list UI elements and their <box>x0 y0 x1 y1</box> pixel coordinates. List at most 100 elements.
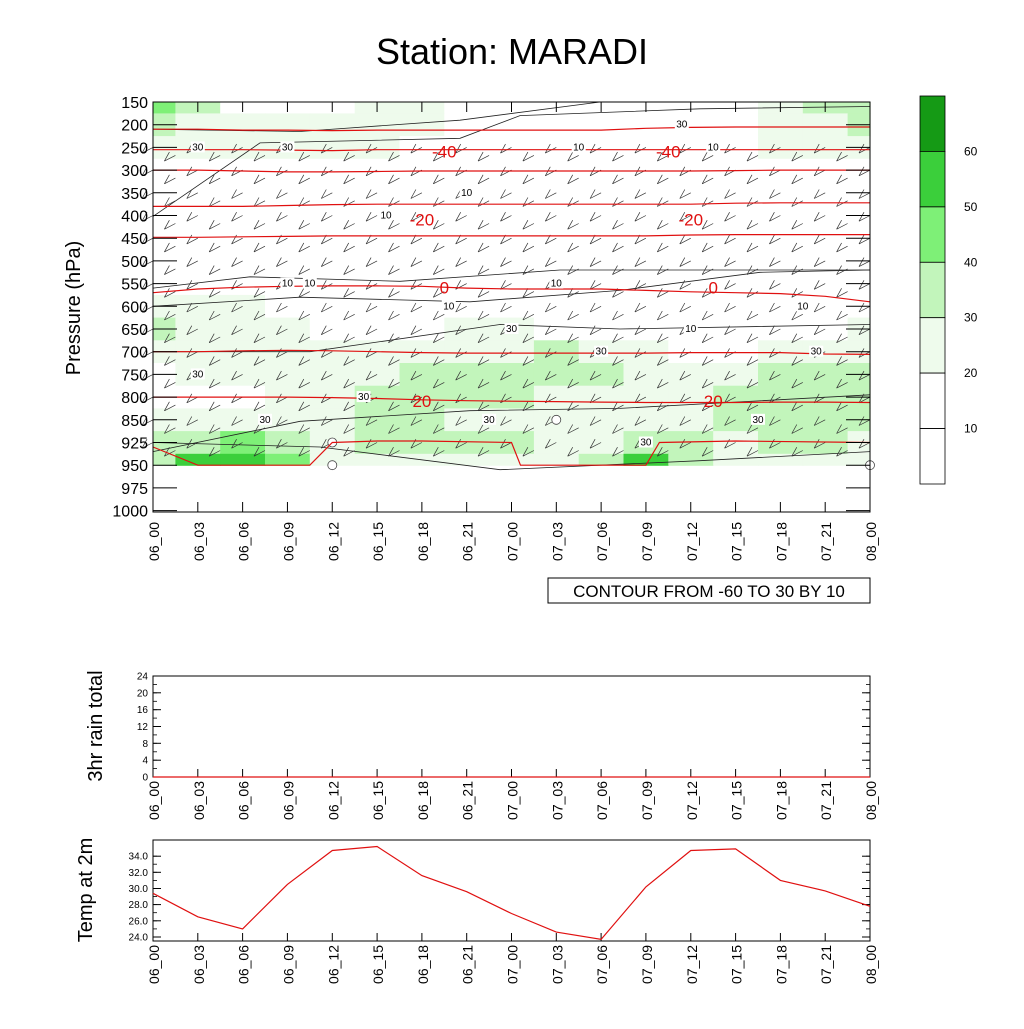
y-tick-label: 400 <box>121 209 148 226</box>
wind-fill-cell <box>220 250 265 273</box>
colorbar-swatch <box>920 207 945 262</box>
wind-contour-label: 10 <box>443 301 455 312</box>
x-tick-label: 07_21 <box>818 781 834 820</box>
wind-fill-cell <box>265 182 310 205</box>
wind-fill-cell <box>400 431 445 454</box>
wind-fill-cell <box>355 250 400 273</box>
wind-fill-cell <box>803 227 848 250</box>
temp-contour-label: 20 <box>412 392 431 411</box>
y-tick-label: 975 <box>121 481 148 498</box>
wind-fill-cell <box>355 454 400 466</box>
y-tick-label: 24 <box>137 672 149 683</box>
wind-fill-cell <box>444 431 489 454</box>
wind-fill-cell <box>489 363 534 386</box>
wind-fill-cell <box>220 318 265 341</box>
wind-fill-cell <box>489 204 534 227</box>
caption-text: CONTOUR FROM -60 TO 30 BY 10 <box>573 582 845 601</box>
wind-fill-cell <box>489 182 534 205</box>
y-axis-label: Pressure (hPa) <box>63 241 85 376</box>
wind-fill-cell <box>444 386 489 409</box>
y-tick-label: 450 <box>121 231 148 248</box>
y-tick-label: 500 <box>121 254 148 271</box>
y-tick-label: 12 <box>137 722 149 733</box>
wind-fill-cell <box>444 454 489 466</box>
colorbar-label: 50 <box>964 200 978 214</box>
wind-fill-cell <box>803 182 848 205</box>
colorbar-swatch <box>920 318 945 373</box>
x-tick-label: 07_00 <box>505 781 521 820</box>
wind-contour-label: 10 <box>282 279 294 290</box>
wind-fill-cell <box>175 272 220 295</box>
colorbar-label: 10 <box>964 422 978 436</box>
wind-fill-cell <box>489 386 534 409</box>
temp-contour-label: 20 <box>704 392 723 411</box>
x-tick-label: 07_09 <box>639 945 655 984</box>
wind-fill-cell <box>220 227 265 250</box>
x-tick-label: 06_03 <box>191 522 207 561</box>
wind-fill-cell <box>579 113 624 136</box>
x-tick-label: 07_15 <box>729 945 745 984</box>
wind-fill-cell <box>668 454 713 466</box>
x-tick-label: 07_03 <box>549 945 565 984</box>
wind-fill-cell <box>758 204 803 227</box>
x-tick-label: 06_09 <box>280 945 296 984</box>
wind-fill-cell <box>713 431 758 454</box>
wind-fill-cell <box>534 250 579 273</box>
x-tick-label: 06_18 <box>415 522 431 561</box>
x-tick-label: 07_18 <box>773 781 789 820</box>
wind-fill-cell <box>624 113 669 136</box>
x-tick-label: 07_03 <box>549 781 565 820</box>
wind-fill-cell <box>175 454 220 466</box>
x-tick-label: 06_12 <box>325 522 341 561</box>
x-tick-label: 08_00 <box>863 522 879 561</box>
x-tick-label: 07_00 <box>505 522 521 561</box>
wind-fill-cell <box>355 408 400 431</box>
wind-fill-cell <box>803 113 848 136</box>
wind-fill-cell <box>355 182 400 205</box>
wind-fill-cell <box>265 454 310 466</box>
wind-fill-cell <box>803 272 848 295</box>
y-tick-label: 16 <box>137 705 149 716</box>
wind-contour-label: 30 <box>282 142 294 153</box>
wind-fill-cell <box>624 204 669 227</box>
y-tick-label: 350 <box>121 186 148 203</box>
wind-fill-cell <box>175 250 220 273</box>
y-tick-label: 925 <box>121 436 148 453</box>
wind-contour-label: 10 <box>551 279 563 290</box>
wind-fill-cell <box>265 113 310 136</box>
x-tick-label: 06_21 <box>460 945 476 984</box>
wind-fill-cell <box>713 250 758 273</box>
wind-fill-cell <box>803 250 848 273</box>
wind-fill-cell <box>175 204 220 227</box>
wind-fill-cell <box>713 182 758 205</box>
wind-fill-cell <box>624 340 669 363</box>
y-tick-label: 4 <box>142 756 148 767</box>
temp-panel: Temp at 2m 24.026.028.030.032.034.006_00… <box>75 838 879 984</box>
x-tick-label: 06_09 <box>280 522 296 561</box>
colorbar-swatch <box>920 429 945 484</box>
wind-fill-cell <box>534 204 579 227</box>
y-tick-label: 200 <box>121 118 148 135</box>
wind-fill-cell <box>534 386 579 409</box>
wind-fill-cell <box>355 227 400 250</box>
x-tick-label: 06_00 <box>146 781 162 820</box>
x-tick-label: 06_21 <box>460 522 476 561</box>
wind-fill-cell <box>534 431 579 454</box>
wind-fill-cell <box>713 227 758 250</box>
wind-fill-cell <box>175 113 220 136</box>
wind-fill-cell <box>668 250 713 273</box>
wind-fill-cell <box>668 227 713 250</box>
wind-fill-cell <box>265 318 310 341</box>
x-tick-label: 06_06 <box>236 522 252 561</box>
x-tick-label: 06_15 <box>370 522 386 561</box>
wind-fill-cell <box>265 295 310 318</box>
wind-fill-cell <box>713 113 758 136</box>
wind-fill-cell <box>713 204 758 227</box>
rain-y-axis-label: 3hr rain total <box>85 670 107 781</box>
plot-frame <box>153 840 870 941</box>
y-tick-label: 20 <box>137 688 149 699</box>
wind-contour-label: 10 <box>685 324 697 335</box>
colorbar-swatch <box>920 262 945 317</box>
wind-fill-cell <box>489 136 534 159</box>
